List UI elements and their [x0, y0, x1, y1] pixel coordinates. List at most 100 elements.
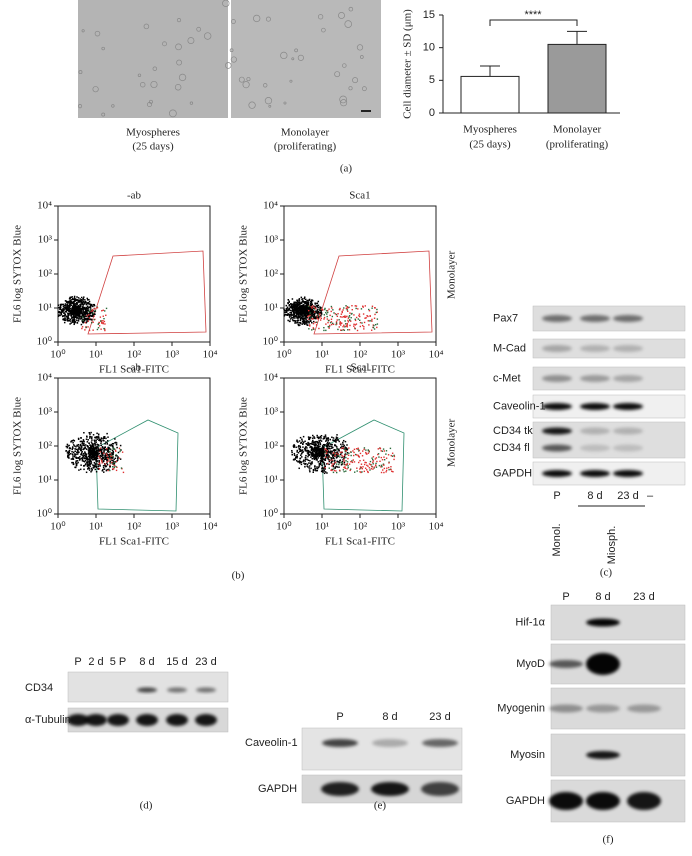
event — [336, 451, 339, 453]
event — [300, 461, 302, 463]
event — [332, 323, 335, 326]
event — [73, 453, 76, 455]
event — [80, 464, 82, 466]
event — [309, 314, 311, 317]
event — [104, 329, 106, 332]
event — [299, 307, 301, 309]
event — [312, 453, 315, 456]
event — [371, 466, 374, 468]
event — [336, 448, 338, 450]
event — [336, 452, 338, 455]
event — [306, 463, 309, 466]
event — [80, 444, 82, 447]
event — [320, 456, 322, 459]
event — [105, 453, 108, 455]
event — [374, 313, 376, 316]
event — [311, 315, 314, 317]
row-label: CD34 — [25, 682, 53, 694]
event — [307, 443, 310, 446]
y-tick-label: 15 — [423, 9, 435, 21]
event — [326, 318, 329, 320]
x-tick-label: 10³ — [391, 521, 406, 533]
event — [113, 468, 115, 470]
event — [309, 324, 311, 326]
event — [97, 433, 100, 436]
event — [303, 306, 306, 309]
event — [303, 311, 305, 314]
x-tick-label: Myospheres — [463, 124, 517, 136]
event — [367, 452, 370, 454]
event — [94, 457, 97, 460]
event — [110, 455, 112, 457]
event — [72, 307, 74, 309]
event — [335, 446, 338, 448]
event — [349, 324, 351, 327]
band — [613, 345, 643, 352]
event — [109, 455, 111, 457]
event — [85, 444, 87, 446]
event — [337, 313, 339, 315]
event — [302, 460, 304, 463]
event — [89, 307, 92, 309]
event — [332, 463, 335, 465]
event — [345, 456, 347, 459]
event — [72, 442, 74, 444]
event — [77, 309, 79, 312]
event — [311, 461, 313, 464]
event — [97, 465, 100, 468]
event — [59, 308, 62, 311]
event — [67, 301, 69, 304]
event — [310, 448, 313, 450]
event — [107, 448, 110, 450]
event — [364, 461, 366, 464]
event — [64, 300, 67, 302]
y-tick-label: 10⁰ — [37, 336, 53, 348]
event — [332, 465, 335, 468]
event — [88, 300, 91, 303]
event — [334, 449, 336, 451]
event — [74, 309, 77, 312]
y-tick-label: 10² — [264, 440, 279, 452]
event — [90, 437, 93, 440]
event — [312, 434, 314, 437]
event — [72, 303, 75, 305]
event — [283, 308, 285, 311]
event — [98, 439, 100, 441]
lane-label: 23 d — [617, 490, 638, 502]
event — [121, 451, 124, 453]
event — [301, 315, 303, 317]
event — [82, 304, 84, 306]
event — [354, 305, 357, 307]
event — [96, 307, 99, 309]
event — [329, 321, 332, 324]
event — [343, 458, 345, 461]
event — [316, 436, 319, 439]
cell — [187, 37, 195, 45]
event — [332, 471, 335, 474]
event — [320, 460, 323, 463]
event — [115, 450, 117, 452]
event — [69, 296, 72, 299]
event — [94, 310, 96, 312]
event — [289, 311, 291, 314]
event — [298, 317, 300, 319]
event — [67, 306, 69, 308]
event — [75, 311, 78, 314]
event — [312, 307, 314, 310]
event — [347, 454, 350, 456]
event — [296, 455, 299, 458]
event — [84, 455, 87, 458]
event — [315, 443, 317, 445]
event — [104, 463, 106, 465]
event — [373, 466, 375, 468]
event — [345, 325, 347, 327]
event — [337, 453, 340, 456]
event — [317, 318, 319, 320]
event — [312, 327, 315, 329]
event — [324, 457, 327, 460]
y-tick-label: 10⁴ — [263, 200, 278, 212]
event — [298, 450, 301, 452]
event — [296, 308, 299, 311]
x-axis-label: FL1 Sca1-FITC — [325, 536, 395, 548]
event — [96, 436, 98, 438]
